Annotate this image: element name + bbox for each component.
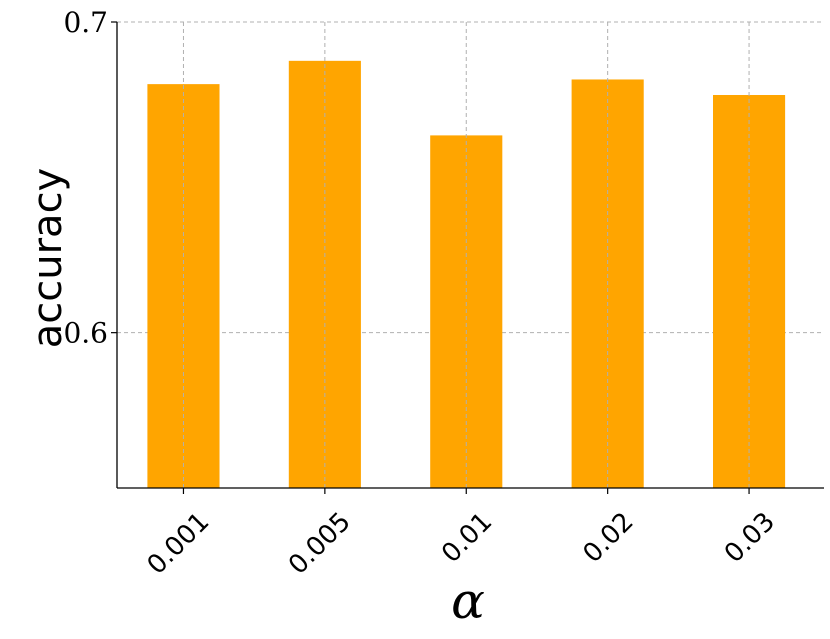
bars: [147, 22, 786, 489]
y-tick-label: 0.7: [63, 6, 108, 39]
axes: [116, 22, 824, 489]
x-tick-label: 0.005: [283, 507, 357, 581]
x-axis-label: α: [451, 572, 485, 630]
x-tick-label: 0.02: [577, 507, 639, 569]
x-tick-label: 0.01: [436, 507, 498, 569]
y-axis-label: accuracy: [25, 168, 71, 348]
x-tick-label: 0.001: [142, 507, 216, 581]
x-tick-label: 0.03: [719, 507, 781, 569]
y-tick-label: 0.6: [63, 317, 108, 350]
